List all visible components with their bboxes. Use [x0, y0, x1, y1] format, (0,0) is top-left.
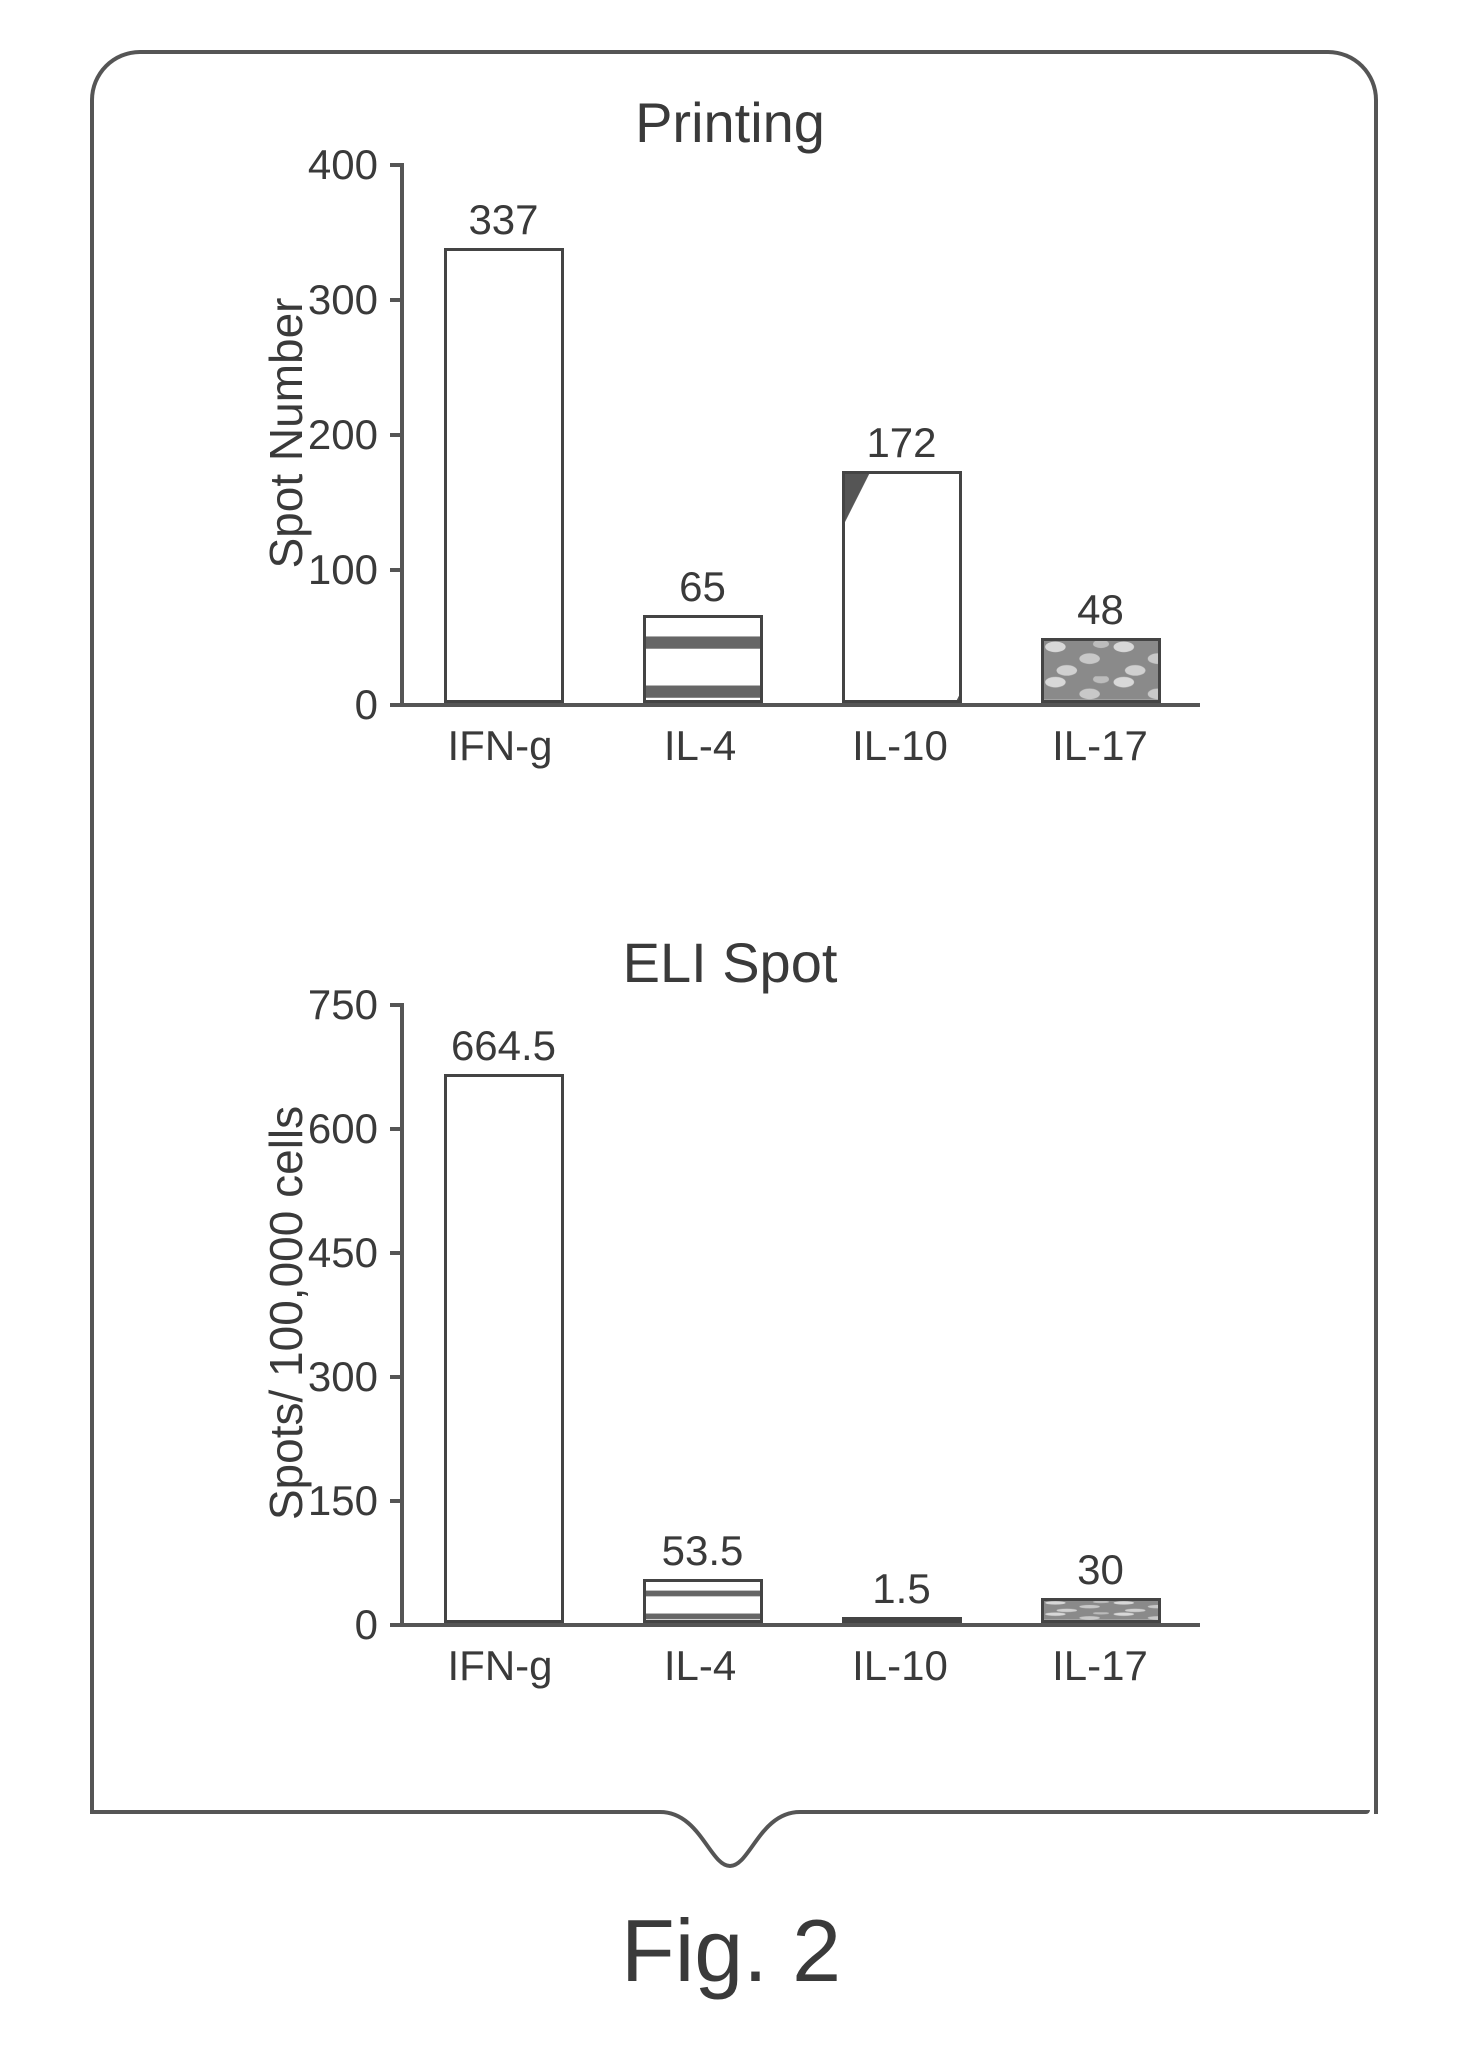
bar-rect [444, 248, 564, 703]
bar-ifn-g: 664.5 [434, 1022, 574, 1623]
bar-value-label: 664.5 [451, 1022, 556, 1070]
bar-value-label: 48 [1077, 586, 1124, 634]
bar-rect [444, 1074, 564, 1623]
ytick: 300 [308, 1353, 404, 1401]
xlabel: IL-4 [630, 1642, 770, 1690]
bar-il-4: 53.5 [633, 1527, 773, 1623]
chart-printing: Printing Spot Number 3376517248 01002003… [260, 90, 1200, 850]
plot-area-printing: Spot Number 3376517248 0100200300400 [400, 163, 1200, 707]
bar-value-label: 65 [679, 563, 726, 611]
figure-2: Printing Spot Number 3376517248 01002003… [0, 0, 1462, 2065]
ytick: 450 [308, 1229, 404, 1277]
ytick: 750 [308, 981, 404, 1029]
ylabel-elispot: Spots/ 100,000 cells [259, 1106, 313, 1520]
ytick: 300 [308, 276, 404, 324]
bars-row-elispot: 664.5 53.5 1.5 30 [404, 1003, 1200, 1623]
xlabel: IFN-g [430, 722, 570, 770]
ytick: 0 [355, 1601, 404, 1649]
bar-value-label: 1.5 [872, 1565, 930, 1613]
ylabel-printing: Spot Number [259, 297, 313, 568]
bar-rect [1041, 638, 1161, 703]
bar-value-label: 337 [468, 196, 538, 244]
xlabel: IL-17 [1030, 722, 1170, 770]
bar-il-17: 30 [1031, 1546, 1171, 1623]
bracket-bottom-left [90, 1810, 660, 1814]
bar-value-label: 30 [1077, 1546, 1124, 1594]
figure-label: Fig. 2 [0, 1900, 1462, 2002]
bar-value-label: 172 [866, 419, 936, 467]
xlabel: IL-10 [830, 722, 970, 770]
ytick: 0 [355, 681, 404, 729]
bar-value-label: 53.5 [662, 1527, 744, 1575]
bar-il-10: 1.5 [832, 1565, 972, 1623]
bar-rect [643, 1579, 763, 1623]
bars-row-printing: 337 65 172 48 [404, 163, 1200, 703]
plot-area-elispot: Spots/ 100,000 cells 664.553.51.530 0150… [400, 1003, 1200, 1627]
bar-rect [842, 471, 962, 703]
xlabel: IFN-g [430, 1642, 570, 1690]
xlabel: IL-4 [630, 722, 770, 770]
bar-rect [842, 1617, 962, 1623]
ytick: 200 [308, 411, 404, 459]
bar-rect [643, 615, 763, 703]
ytick: 600 [308, 1105, 404, 1153]
xlabels-printing: IFN-g IL-4 IL-10 IL-17 [400, 722, 1200, 770]
bar-il-4: 65 [633, 563, 773, 703]
bracket-point [660, 1810, 800, 1870]
ytick: 400 [308, 141, 404, 189]
bracket-bottom-right [800, 1810, 1370, 1814]
bar-il-10: 172 [832, 419, 972, 703]
chart-elispot: ELI Spot Spots/ 100,000 cells 664.553.51… [260, 930, 1200, 1760]
bar-ifn-g: 337 [434, 196, 574, 703]
ytick: 150 [308, 1477, 404, 1525]
bar-rect [1041, 1598, 1161, 1623]
ytick: 100 [308, 546, 404, 594]
xlabels-elispot: IFN-g IL-4 IL-10 IL-17 [400, 1642, 1200, 1690]
bar-il-17: 48 [1031, 586, 1171, 703]
xlabel: IL-10 [830, 1642, 970, 1690]
xlabel: IL-17 [1030, 1642, 1170, 1690]
